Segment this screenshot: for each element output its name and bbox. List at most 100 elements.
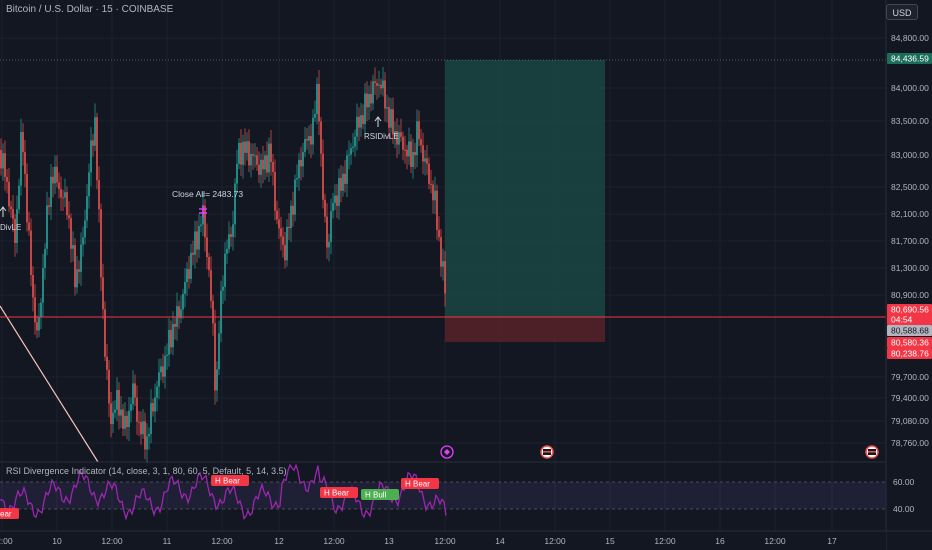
candle-body — [142, 421, 144, 435]
candle-body — [394, 131, 396, 135]
candle-body — [344, 173, 346, 184]
candle-body — [70, 218, 72, 249]
candle-body — [268, 143, 270, 173]
candle-body — [412, 151, 414, 167]
candle-body — [308, 136, 310, 141]
time-label: 17 — [827, 536, 837, 546]
candle-body — [326, 216, 328, 248]
drawn-trend-line[interactable] — [0, 305, 99, 463]
candle-body — [300, 159, 302, 167]
candle-body — [390, 109, 392, 128]
candle-body — [118, 390, 120, 416]
candle-body — [120, 409, 122, 416]
candle-body — [48, 205, 50, 207]
currency-button[interactable]: USD — [886, 4, 918, 20]
symbol-title[interactable]: Bitcoin / U.S. Dollar · 15 · COINBASE — [6, 4, 174, 15]
candle-body — [128, 410, 130, 428]
candle-body — [388, 107, 390, 128]
candle-body — [172, 323, 174, 348]
candle-body — [212, 300, 214, 324]
candle-body — [206, 237, 208, 258]
rsi-indicator-legend[interactable]: RSI Divergence Indicator (14, close, 3, … — [6, 466, 287, 476]
candle-body — [384, 80, 386, 109]
candle-body — [188, 269, 190, 279]
candle-body — [272, 162, 274, 173]
candle-body — [320, 121, 322, 154]
candle-body — [392, 109, 394, 135]
candle-body — [422, 145, 424, 162]
candle-body — [38, 316, 40, 331]
rsi-axis-label: 60.00 — [893, 477, 915, 487]
candle-body — [330, 211, 332, 242]
candle-body — [270, 143, 272, 163]
candle-body — [180, 309, 182, 319]
candle-body — [234, 183, 236, 225]
candle-body — [324, 199, 326, 217]
candle-body — [36, 322, 38, 331]
candle-body — [56, 166, 58, 183]
price-badge: 80,580.36 — [891, 338, 929, 348]
candle-body — [332, 202, 334, 212]
stop-zone[interactable] — [445, 317, 605, 342]
candle-body — [364, 93, 366, 125]
price-badge-bg — [887, 314, 932, 325]
rsi-band — [0, 482, 886, 509]
candle-body — [68, 215, 70, 219]
rsi-line — [0, 463, 447, 521]
candle-body — [294, 179, 296, 215]
candle-body — [80, 244, 82, 272]
candle-body — [248, 141, 250, 166]
candle-body — [424, 158, 426, 162]
candle-body — [44, 248, 46, 268]
price-badge: 04:54 — [891, 315, 913, 325]
candle-body — [208, 257, 210, 271]
candle-body — [314, 114, 316, 118]
candle-body — [334, 195, 336, 203]
candle-body — [218, 333, 220, 370]
candle-body — [216, 369, 218, 391]
candle-body — [88, 172, 90, 197]
candle-body — [144, 421, 146, 450]
flag-event-icon[interactable] — [540, 445, 554, 459]
candle-body — [90, 140, 92, 173]
candle-body — [182, 293, 184, 310]
candle-body — [24, 152, 26, 174]
rsi-tag-bg — [211, 475, 249, 486]
candle-body — [8, 181, 10, 207]
candle-body — [40, 302, 42, 317]
candle-body — [298, 159, 300, 179]
time-label: 12:00 — [101, 536, 123, 546]
candle-body — [30, 230, 32, 276]
profit-zone[interactable] — [445, 60, 605, 317]
candle-body — [50, 176, 52, 207]
candle-body — [4, 153, 6, 177]
time-label: 14 — [495, 536, 505, 546]
candle-body — [240, 142, 242, 165]
rsi-tag: ear — [0, 510, 12, 519]
candle-body — [232, 224, 234, 237]
flag-event-icon-2[interactable] — [865, 445, 879, 459]
candle-body — [78, 269, 80, 272]
price-label: 82,100.00 — [891, 209, 929, 219]
candle-body — [158, 372, 160, 387]
candle-body — [426, 158, 428, 164]
time-label: 12:00 — [211, 536, 233, 546]
candle-body — [284, 244, 286, 261]
price-axis[interactable] — [886, 0, 932, 550]
time-label: 11 — [163, 536, 172, 546]
replay-icon[interactable] — [440, 445, 454, 459]
time-label: 12 — [274, 536, 284, 546]
candle-body — [280, 228, 282, 237]
price-badge: 80,588.68 — [891, 326, 929, 336]
candle-body — [250, 153, 252, 166]
time-label: 12:00 — [764, 536, 786, 546]
candle-body — [174, 323, 176, 327]
candle-body — [348, 154, 350, 156]
candle-body — [436, 190, 438, 230]
rsi-divergence-tags: ear H Bear H Bear H Bull H Bear — [0, 475, 439, 519]
candle-body — [186, 269, 188, 283]
time-axis[interactable] — [0, 531, 886, 550]
candle-body — [444, 261, 446, 294]
candle-body — [138, 421, 140, 423]
